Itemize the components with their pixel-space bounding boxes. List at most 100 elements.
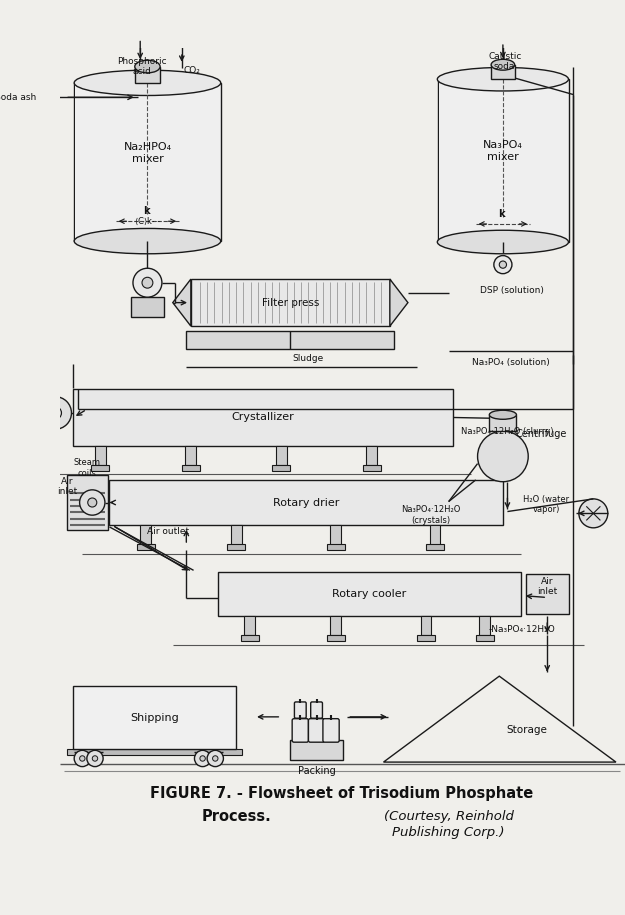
Bar xyxy=(186,330,394,349)
Text: Packing: Packing xyxy=(298,766,336,776)
Bar xyxy=(241,635,259,640)
Text: Na₃PO₄ (solution): Na₃PO₄ (solution) xyxy=(472,358,550,367)
Ellipse shape xyxy=(491,59,514,70)
Text: Phosphoric
acid: Phosphoric acid xyxy=(118,57,167,76)
Text: Centrifuge: Centrifuge xyxy=(515,429,567,439)
Text: (Courtesy, Reinhold: (Courtesy, Reinhold xyxy=(384,810,514,823)
Bar xyxy=(417,635,435,640)
FancyBboxPatch shape xyxy=(294,702,306,718)
Bar xyxy=(109,479,503,525)
Bar xyxy=(330,616,341,635)
Bar xyxy=(244,616,255,635)
Bar xyxy=(135,67,160,83)
Ellipse shape xyxy=(74,229,221,253)
Text: Filter press: Filter press xyxy=(262,297,319,307)
Ellipse shape xyxy=(74,70,221,95)
Bar xyxy=(231,525,241,545)
Text: Na₃PO₄·12H₂O
(crystals): Na₃PO₄·12H₂O (crystals) xyxy=(401,505,460,525)
Text: Process.: Process. xyxy=(201,809,271,824)
Circle shape xyxy=(207,750,223,767)
Bar xyxy=(91,465,109,471)
Text: $\mathbf{k}$: $\mathbf{k}$ xyxy=(143,204,152,216)
Bar xyxy=(489,414,516,431)
Circle shape xyxy=(494,255,512,274)
Circle shape xyxy=(49,406,61,419)
Text: Air outlet: Air outlet xyxy=(147,527,189,536)
Bar xyxy=(186,446,196,466)
Bar xyxy=(438,80,569,242)
Bar xyxy=(73,686,236,749)
Bar xyxy=(67,476,108,530)
Text: Air
inlet: Air inlet xyxy=(537,577,558,597)
Ellipse shape xyxy=(135,60,160,73)
Circle shape xyxy=(478,431,528,481)
Text: Rotary cooler: Rotary cooler xyxy=(332,589,406,598)
Bar xyxy=(429,525,441,545)
Text: $\mathbf{k}$: $\mathbf{k}$ xyxy=(499,207,508,219)
FancyBboxPatch shape xyxy=(323,718,339,742)
Bar xyxy=(326,635,344,640)
Bar xyxy=(421,616,431,635)
Bar xyxy=(140,525,151,545)
Circle shape xyxy=(92,756,98,761)
Circle shape xyxy=(200,756,206,761)
Bar xyxy=(131,297,164,318)
Bar xyxy=(362,465,381,471)
Ellipse shape xyxy=(489,410,516,419)
Circle shape xyxy=(142,277,153,288)
Text: Na₂HPO₄
mixer: Na₂HPO₄ mixer xyxy=(123,142,171,164)
Ellipse shape xyxy=(438,68,569,91)
Bar xyxy=(330,525,341,545)
Bar xyxy=(326,544,344,551)
Text: DSP (solution): DSP (solution) xyxy=(480,286,544,295)
FancyBboxPatch shape xyxy=(311,702,322,718)
Circle shape xyxy=(79,490,105,515)
Text: Caustic
soda: Caustic soda xyxy=(488,52,521,71)
Polygon shape xyxy=(173,279,191,326)
Bar xyxy=(73,390,453,446)
Bar xyxy=(191,279,390,326)
Bar xyxy=(366,446,377,466)
Circle shape xyxy=(87,750,103,767)
Bar xyxy=(291,740,342,760)
Circle shape xyxy=(213,756,218,761)
Bar xyxy=(272,465,291,471)
Bar xyxy=(479,616,490,635)
FancyBboxPatch shape xyxy=(308,718,325,742)
Text: CO₂: CO₂ xyxy=(184,66,201,75)
Circle shape xyxy=(74,750,91,767)
Text: $\langle$C$\rangle$k$\cdots$: $\langle$C$\rangle$k$\cdots$ xyxy=(134,216,161,227)
Bar xyxy=(67,749,243,755)
Text: Rotary drier: Rotary drier xyxy=(272,498,339,508)
Text: Sludge: Sludge xyxy=(292,354,324,363)
Text: Air
inlet: Air inlet xyxy=(57,477,77,496)
FancyBboxPatch shape xyxy=(292,718,308,742)
Text: Shipping: Shipping xyxy=(130,713,179,723)
Text: -Na₃PO₄·12H₂O: -Na₃PO₄·12H₂O xyxy=(488,625,555,633)
Text: Na₃PO₄·12H₂O (slurry): Na₃PO₄·12H₂O (slurry) xyxy=(461,426,554,436)
Circle shape xyxy=(88,498,97,507)
Bar xyxy=(227,544,245,551)
Text: FIGURE 7. - Flowsheet of Trisodium Phosphate: FIGURE 7. - Flowsheet of Trisodium Phosp… xyxy=(150,786,534,802)
Bar xyxy=(526,574,569,614)
Bar xyxy=(75,83,220,242)
Text: Na₃PO₄
mixer: Na₃PO₄ mixer xyxy=(483,141,523,162)
Bar xyxy=(491,65,514,80)
Text: Steam
coils: Steam coils xyxy=(73,458,101,478)
Circle shape xyxy=(579,499,608,528)
Bar xyxy=(276,446,287,466)
Bar xyxy=(74,83,221,242)
Text: Publishing Corp.): Publishing Corp.) xyxy=(392,826,505,839)
Text: H₂O (water
vapor): H₂O (water vapor) xyxy=(523,495,569,514)
Bar xyxy=(476,635,494,640)
Bar xyxy=(95,446,106,466)
Polygon shape xyxy=(390,279,408,326)
Ellipse shape xyxy=(438,231,569,253)
Bar xyxy=(137,544,154,551)
Text: Storage: Storage xyxy=(506,726,547,736)
Circle shape xyxy=(133,268,162,297)
Text: Soda ash: Soda ash xyxy=(0,92,36,102)
Bar xyxy=(182,465,200,471)
Circle shape xyxy=(39,397,71,429)
Bar xyxy=(426,544,444,551)
